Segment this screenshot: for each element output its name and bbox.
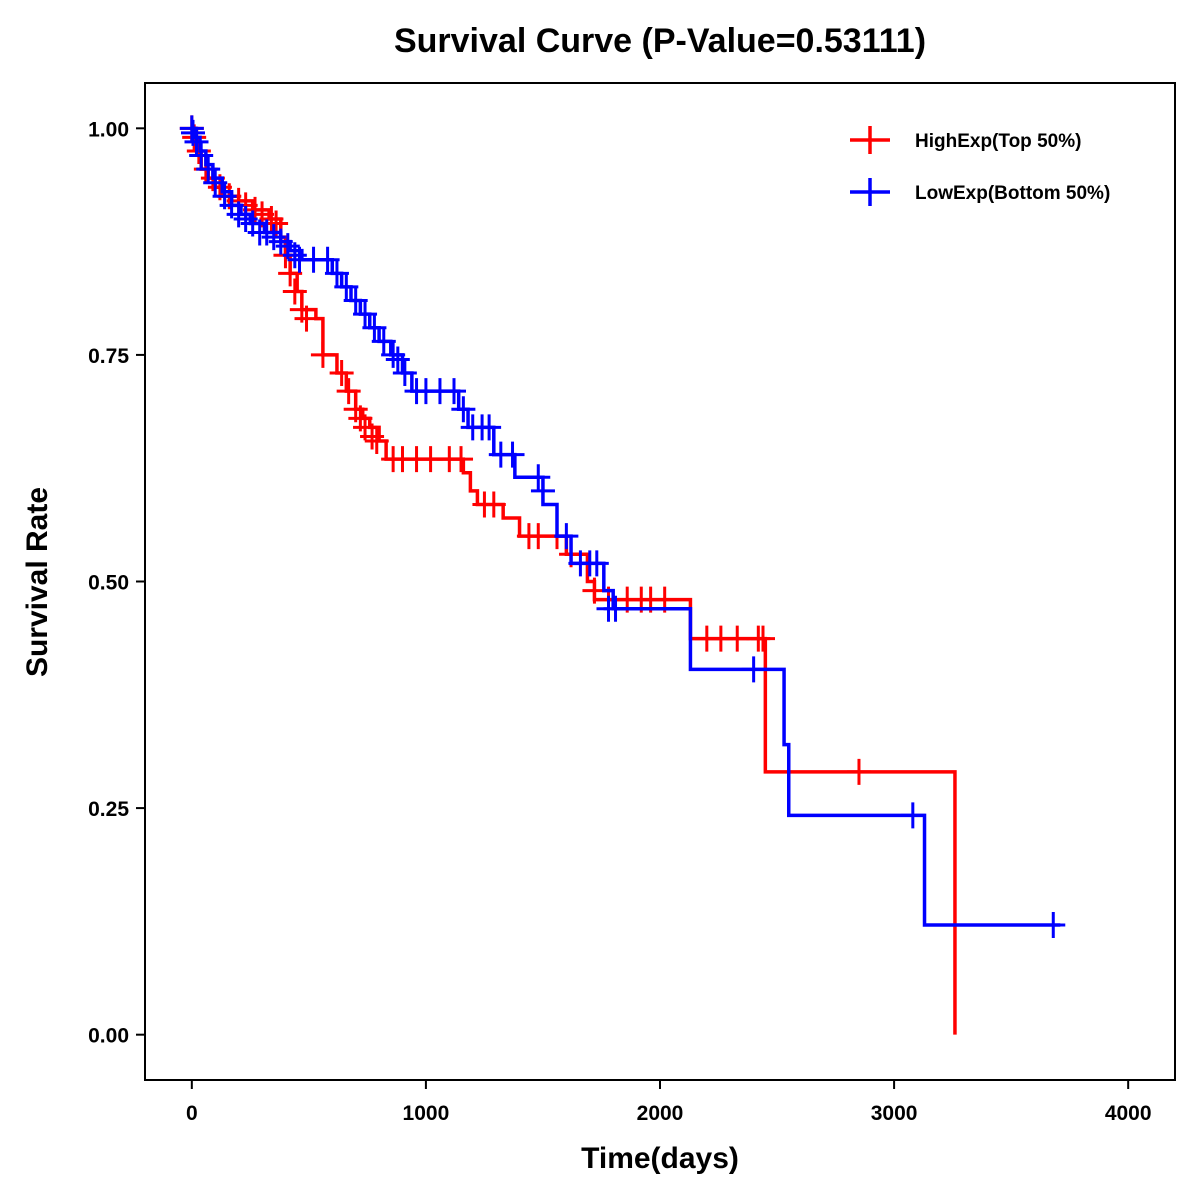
censor-mark-high-exp xyxy=(481,491,506,518)
censor-mark-low-exp xyxy=(362,314,387,341)
censor-mark-low-exp xyxy=(900,802,925,829)
censor-mark-low-exp xyxy=(392,360,417,387)
censor-mark-low-exp xyxy=(184,128,209,155)
censor-mark-high-exp xyxy=(336,378,361,405)
y-axis-title: Survival Rate xyxy=(21,487,54,677)
legend-label-high-exp: HighExp(Top 50%) xyxy=(915,131,1081,152)
series-line-low-exp xyxy=(191,126,1061,927)
plot-area-frame xyxy=(144,82,1176,1081)
x-tick-label: 3000 xyxy=(871,1102,918,1125)
censor-mark-low-exp xyxy=(189,142,214,169)
series-layer xyxy=(179,115,1066,1035)
censor-mark-high-exp xyxy=(360,423,385,450)
legend-key-high-exp xyxy=(850,126,890,154)
y-tick-label: 0.50 xyxy=(88,572,129,595)
censor-mark-low-exp xyxy=(334,273,359,300)
y-axis: 0.00 0.25 0.50 0.75 1.00 xyxy=(88,118,145,1048)
y-tick-label: 0.75 xyxy=(88,345,129,368)
y-tick-label: 1.00 xyxy=(88,118,129,141)
censor-mark-high-exp xyxy=(278,260,303,287)
censor-mark-low-exp xyxy=(353,301,378,328)
censor-mark-low-exp xyxy=(196,156,221,183)
x-axis: 0 1000 2000 3000 4000 xyxy=(186,1080,1152,1125)
x-tick-label: 4000 xyxy=(1105,1102,1152,1125)
series-low-exp xyxy=(179,115,1066,939)
x-axis-title: Time(days) xyxy=(581,1142,739,1175)
censor-mark-low-exp xyxy=(603,595,628,622)
censor-mark-high-exp xyxy=(846,758,871,785)
censor-mark-low-exp xyxy=(324,260,349,287)
censor-mark-low-exp xyxy=(530,477,555,504)
censor-mark-high-exp xyxy=(294,305,319,332)
censor-mark-high-exp xyxy=(282,278,307,305)
censor-mark-low-exp xyxy=(451,396,476,423)
censor-mark-low-exp xyxy=(385,346,410,373)
series-line-high-exp xyxy=(191,126,957,1035)
censor-mark-high-exp xyxy=(364,428,389,455)
censor-mark-low-exp xyxy=(526,464,551,491)
y-tick-label: 0.25 xyxy=(88,798,129,821)
censor-mark-high-exp xyxy=(329,360,354,387)
x-tick-label: 2000 xyxy=(637,1102,684,1125)
censor-mark-low-exp xyxy=(282,242,307,269)
legend-key-low-exp xyxy=(850,178,890,206)
censor-mark-low-exp xyxy=(315,246,340,273)
censor-mark-low-exp xyxy=(554,523,579,550)
censor-mark-low-exp xyxy=(442,378,466,405)
chart-title: Survival Curve (P-Value=0.53111) xyxy=(394,22,926,60)
censor-mark-low-exp xyxy=(741,656,766,683)
y-tick-label: 0.00 xyxy=(88,1025,129,1048)
legend: HighExp(Top 50%) LowExp(Bottom 50%) xyxy=(850,126,1110,206)
censor-mark-low-exp xyxy=(1041,912,1066,939)
censor-mark-low-exp xyxy=(381,341,406,368)
censor-mark-low-exp xyxy=(584,550,609,577)
censor-mark-low-exp xyxy=(371,328,396,355)
censor-mark-low-exp xyxy=(477,414,502,441)
censor-mark-high-exp xyxy=(310,341,335,368)
censor-mark-high-exp xyxy=(449,446,474,473)
x-tick-label: 0 xyxy=(186,1102,198,1125)
censor-mark-high-exp xyxy=(725,625,750,652)
censor-mark-high-exp xyxy=(259,205,284,232)
censor-mark-low-exp xyxy=(500,441,525,468)
censor-mark-high-exp xyxy=(751,625,775,652)
x-tick-label: 1000 xyxy=(403,1102,450,1125)
legend-label-low-exp: LowExp(Bottom 50%) xyxy=(915,183,1110,204)
censor-mark-low-exp xyxy=(343,287,368,314)
censor-mark-low-exp xyxy=(203,169,228,196)
